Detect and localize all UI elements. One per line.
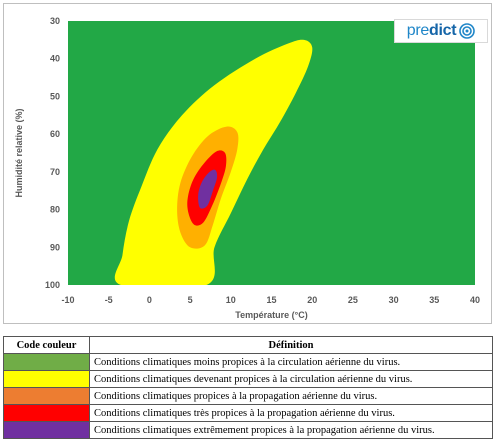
legend-color-swatch [3,353,90,371]
x-tick-label: 25 [348,295,358,305]
chart-container: -10 -5 0 5 10 15 20 25 30 35 40 30 40 50 60 70 80 90 100 … [3,3,492,324]
x-axis-title: Température (°C) [235,310,307,320]
predict-logo: predict [394,19,488,43]
legend-color-swatch [3,370,90,388]
legend-row: Conditions climatiques devenant propices… [3,370,493,388]
y-tick-label: 40 [50,54,60,64]
legend-row: Conditions climatiques très propices à l… [3,404,493,422]
legend-header-definition: Définition [89,336,493,354]
y-tick-labels: 30 40 50 60 70 80 90 100 [45,16,60,290]
legend-row: Conditions climatiques extrêmement propi… [3,421,493,439]
y-tick-label: 30 [50,16,60,26]
legend-row: Conditions climatiques propices à la pro… [3,387,493,405]
x-tick-label: 5 [188,295,193,305]
x-tick-label: 10 [226,295,236,305]
x-tick-label: -5 [105,295,113,305]
legend-color-swatch [3,421,90,439]
legend-header-code: Code couleur [3,336,90,354]
zone-purple [198,169,218,209]
x-tick-label: 15 [266,295,276,305]
y-tick-label: 90 [50,242,60,252]
x-tick-label: 30 [389,295,399,305]
y-tick-label: 60 [50,129,60,139]
legend-definition: Conditions climatiques extrêmement propi… [89,421,493,439]
x-tick-labels: -10 -5 0 5 10 15 20 25 30 35 40 [61,295,480,305]
y-tick-label: 80 [50,205,60,215]
y-axis-title: Humidité relative (%) [14,108,24,197]
legend-color-swatch [3,387,90,405]
logo-target-icon [459,23,476,39]
y-tick-label: 70 [50,167,60,177]
legend-definition: Conditions climatiques devenant propices… [89,370,493,388]
y-tick-label: 50 [50,91,60,101]
x-tick-label: 20 [307,295,317,305]
zones-layer [114,39,313,285]
contour-chart: -10 -5 0 5 10 15 20 25 30 35 40 30405060708090100 … [14,16,480,320]
legend-color-swatch [3,404,90,422]
logo-text-part1: pre [406,22,430,39]
legend-header-row: Code couleur Définition [3,336,493,354]
legend-definition: Conditions climatiques propices à la pro… [89,387,493,405]
logo-text-part2: dict [428,22,457,39]
legend-definition: Conditions climatiques très propices à l… [89,404,493,422]
legend-definition: Conditions climatiques moins propices à … [89,353,493,371]
color-legend-table: Code couleur Définition Conditions clima… [3,336,493,439]
x-tick-label: 0 [147,295,152,305]
y-tick-label: 100 [45,280,60,290]
legend-row: Conditions climatiques moins propices à … [3,353,493,371]
logo-text: predict [406,22,457,40]
x-tick-label: 40 [470,295,480,305]
x-tick-label: -10 [61,295,74,305]
x-tick-label: 35 [429,295,439,305]
